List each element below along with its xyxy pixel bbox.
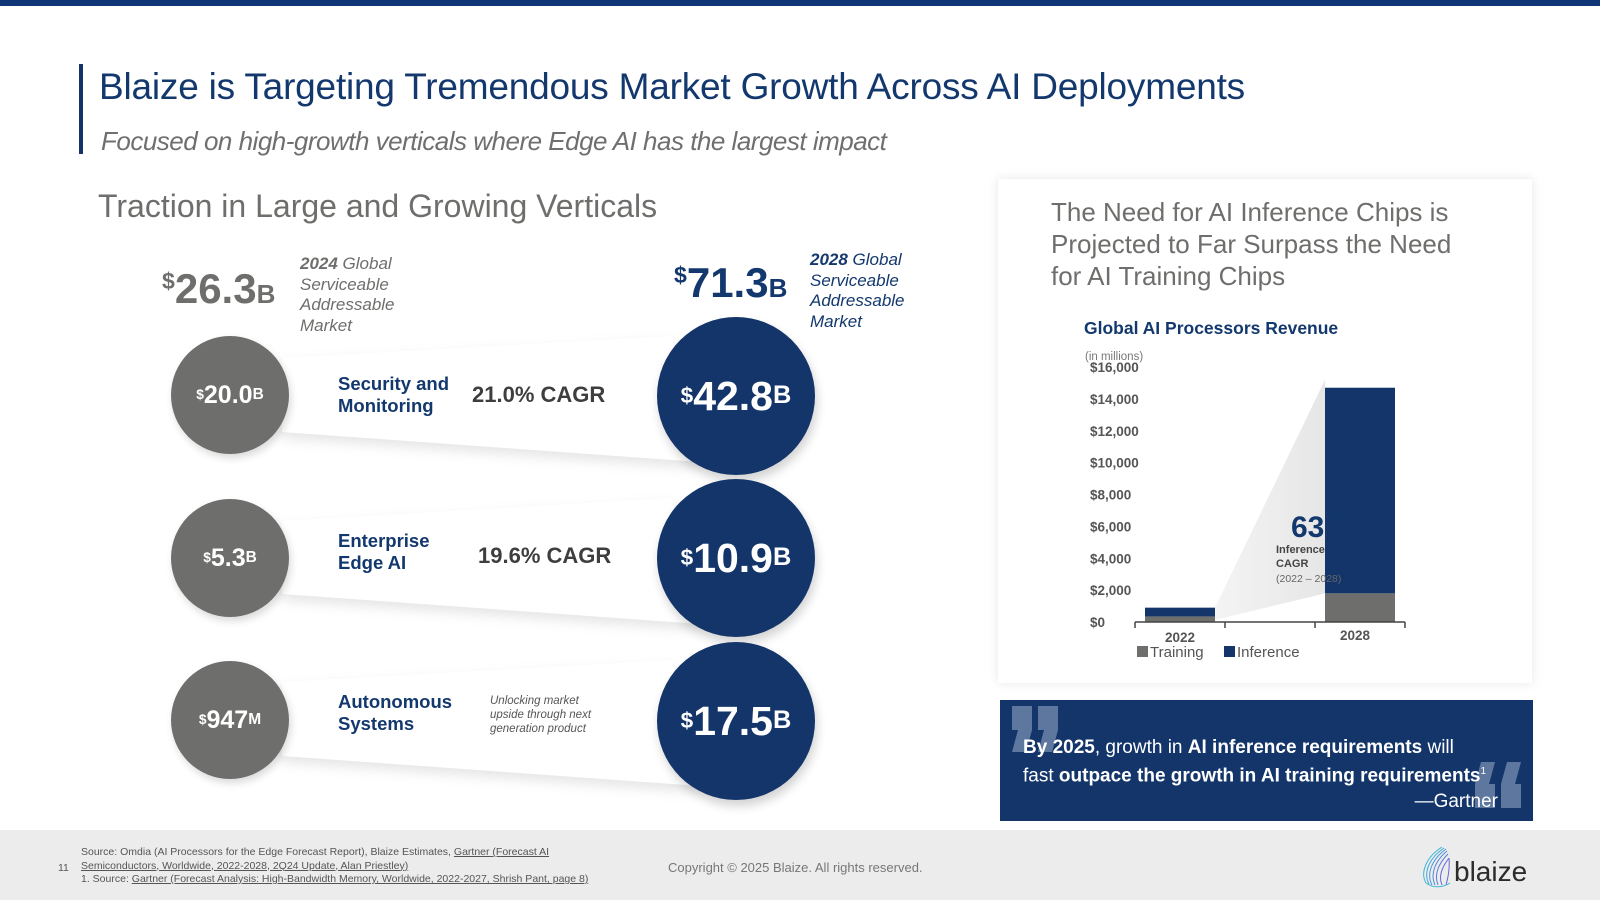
y-tick-label: $16,000: [1090, 360, 1139, 375]
cagr-range: (2022 – 2028): [1276, 573, 1341, 585]
vertical-name: Autonomous Systems: [338, 691, 453, 734]
section-title: Traction in Large and Growing Verticals: [98, 188, 658, 224]
quote-marks-icon: [1012, 706, 1521, 808]
page-subtitle: Focused on high-growth verticals where E…: [101, 126, 887, 156]
footer: [0, 830, 1600, 900]
legend-label-training: Training: [1150, 644, 1204, 661]
legend-swatch-training: [1137, 646, 1148, 657]
vertical-cagr: 21.0% CAGR: [472, 382, 606, 407]
tam-2028-note: 2028 Global Serviceable Addressable Mark…: [810, 250, 905, 331]
y-tick-label: $0: [1090, 615, 1105, 630]
gartner-quote-box: By 2025, growth in AI inference requirem…: [1000, 700, 1533, 821]
blaize-logo-mark-icon: [1423, 846, 1451, 888]
chart-title: Global AI Processors Revenue: [1084, 318, 1339, 338]
revenue-chart: $0 $2,000 $4,000 $6,000 $8,000 $10,000 $12,000…: [1090, 360, 1406, 661]
vertical-name: Security and Monitoring: [338, 373, 450, 416]
y-axis-unit-note: (in millions): [1085, 351, 1144, 363]
y-tick-label: $10,000: [1090, 456, 1139, 471]
source-link-gartner-1[interactable]: Gartner (Forecast AI: [453, 846, 550, 858]
copyright: Copyright © 2025 Blaize. All rights rese…: [668, 860, 923, 875]
y-tick-label: $4,000: [1090, 551, 1131, 566]
tam-2028-value: $71.3B: [674, 259, 788, 306]
vertical-2024-value: $20.0 B: [171, 336, 289, 454]
page-title: Blaize is Targeting Tremendous Market Gr…: [99, 66, 1245, 107]
top-accent-bar: [0, 0, 1600, 6]
band-security: [282, 336, 700, 462]
legend-label-inference: Inference: [1237, 644, 1300, 661]
title-accent-rule: [79, 64, 83, 154]
band-enterprise: [282, 498, 700, 624]
logo-wordmark: blaize: [1454, 856, 1527, 887]
bar-inference-2028: [1325, 387, 1395, 594]
cagr-label-line1: Inference: [1276, 544, 1325, 556]
cagr-value: 63: [1291, 511, 1324, 544]
cagr-percent-sign: %: [1325, 510, 1339, 527]
vertical-name: Enterprise Edge AI: [338, 530, 430, 573]
vertical-2024-value: $947 M: [171, 661, 289, 779]
y-tick-label: $2,000: [1090, 583, 1131, 598]
y-tick-label: $6,000: [1090, 519, 1131, 534]
legend-swatch-inference: [1224, 646, 1235, 657]
growth-bands: [0, 0, 1000, 830]
blaize-logo: blaize: [1423, 846, 1527, 888]
vertical-2024-value: $5.3 B: [171, 499, 289, 617]
vertical-2028-value: $17.5 B: [657, 642, 815, 800]
y-tick-label: $12,000: [1090, 424, 1139, 439]
vertical-2028-value: $42.8 B: [657, 317, 815, 475]
source-link-gartner-1-cont[interactable]: Semiconductors, Worldwide, 2022-2028, 2Q…: [81, 859, 409, 872]
vertical-upside-note: Unlocking market upside through next gener…: [490, 695, 592, 735]
page-number: 11: [58, 862, 69, 874]
cagr-label-line2: CAGR: [1276, 558, 1308, 570]
bar-training-2022: [1145, 616, 1215, 622]
x-category-label: 2028: [1340, 628, 1371, 643]
card-heading: The Need for AI Inference Chips is Proje…: [1051, 197, 1452, 291]
tam-2024-note: 2024 Global Serviceable Addressable Mark…: [300, 254, 395, 335]
band-autonomous: [282, 660, 700, 786]
source-link-gartner-2[interactable]: Gartner (Forecast Analysis: High-Bandwid…: [131, 873, 589, 885]
source-notes: Source: Omdia (AI Processors for the Edg…: [81, 846, 589, 885]
quote-text: By 2025, growth in AI inference requirem…: [1023, 737, 1487, 787]
bar-training-2028: [1325, 593, 1395, 622]
tam-2024-value: $26.3B: [162, 265, 276, 312]
bar-inference-2022: [1145, 607, 1215, 617]
quote-attribution: —Gartner: [1414, 791, 1498, 812]
y-tick-label: $14,000: [1090, 392, 1139, 407]
vertical-cagr: 19.6% CAGR: [478, 543, 612, 568]
y-tick-label: $8,000: [1090, 488, 1131, 503]
vertical-2028-value: $10.9 B: [657, 479, 815, 637]
x-category-label: 2022: [1165, 630, 1195, 645]
growth-wedge: [1215, 379, 1325, 620]
